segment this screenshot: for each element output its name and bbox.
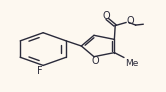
Text: O: O [127, 16, 134, 26]
Text: O: O [103, 11, 110, 21]
Text: O: O [92, 56, 99, 66]
Text: Me: Me [125, 59, 138, 68]
Text: F: F [37, 66, 43, 76]
